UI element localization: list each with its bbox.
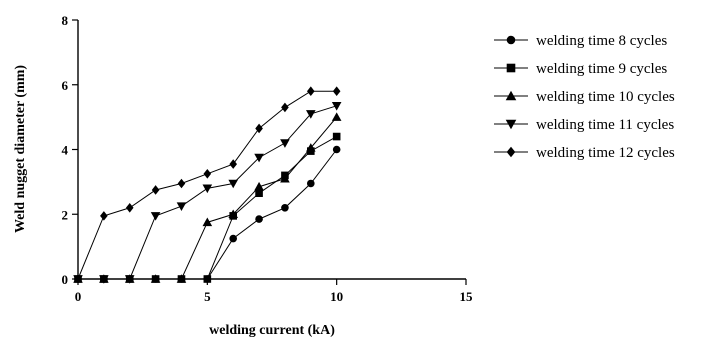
data-point bbox=[306, 110, 316, 119]
legend-marker bbox=[506, 63, 516, 73]
legend-item: welding time 12 cycles bbox=[494, 145, 675, 161]
x-axis-title: welding current (kA) bbox=[209, 323, 335, 337]
x-tick-label: 15 bbox=[460, 289, 474, 304]
data-point bbox=[228, 209, 238, 219]
data-point bbox=[281, 102, 289, 113]
data-point bbox=[307, 86, 315, 97]
data-point bbox=[229, 234, 237, 243]
legend-label: welding time 8 cycles bbox=[536, 33, 667, 49]
series-line bbox=[78, 116, 338, 280]
legend-item: welding time 11 cycles bbox=[494, 117, 674, 133]
data-point bbox=[202, 184, 213, 194]
data-point bbox=[255, 123, 263, 134]
data-point bbox=[99, 275, 109, 284]
series-2 bbox=[74, 132, 341, 283]
data-point bbox=[307, 179, 315, 188]
axes bbox=[77, 20, 466, 280]
legend-item: welding time 10 cycles bbox=[494, 89, 675, 105]
y-tick-label: 8 bbox=[62, 13, 69, 28]
data-point bbox=[254, 181, 264, 191]
y-tick-label: 0 bbox=[62, 272, 69, 287]
data-point bbox=[228, 179, 238, 189]
data-point bbox=[280, 139, 290, 148]
legend-label: welding time 12 cycles bbox=[536, 145, 675, 161]
data-point bbox=[150, 274, 161, 283]
data-point bbox=[74, 274, 82, 284]
legend-marker bbox=[506, 146, 516, 158]
data-point bbox=[202, 217, 213, 227]
legend-label: welding time 10 cycles bbox=[536, 89, 675, 105]
y-tick-label: 4 bbox=[62, 143, 69, 158]
x-tick-label: 10 bbox=[330, 289, 343, 304]
data-point bbox=[254, 153, 264, 163]
data-point bbox=[100, 211, 108, 221]
legend-item: welding time 8 cycles bbox=[494, 33, 667, 49]
data-point bbox=[331, 112, 342, 121]
data-point bbox=[255, 215, 263, 223]
legend-marker bbox=[506, 35, 516, 45]
y-tick-label: 2 bbox=[62, 207, 69, 222]
data-point bbox=[332, 132, 341, 141]
data-point bbox=[124, 275, 135, 284]
y-tick-label: 6 bbox=[62, 78, 69, 93]
series-layer bbox=[73, 86, 342, 284]
data-point bbox=[281, 203, 289, 212]
y-axis-title: Weld nugget diameter (mm) bbox=[13, 65, 28, 233]
series-1 bbox=[74, 145, 341, 283]
data-point bbox=[331, 101, 342, 111]
data-point bbox=[203, 275, 212, 283]
legend: welding time 8 cycles welding time 9 cycl… bbox=[494, 33, 675, 161]
legend-label: welding time 9 cycles bbox=[536, 61, 667, 77]
ticks: 0 5 10 15 0 2 4 6 8 bbox=[62, 13, 474, 304]
data-point bbox=[229, 159, 237, 169]
series-5 bbox=[74, 86, 341, 284]
legend-label: welding time 11 cycles bbox=[536, 117, 674, 133]
series-3 bbox=[73, 112, 342, 283]
legend-marker bbox=[505, 119, 517, 130]
legend-item: welding time 9 cycles bbox=[494, 61, 667, 77]
data-point bbox=[176, 202, 187, 211]
series-line bbox=[78, 136, 337, 280]
series-line bbox=[78, 149, 338, 280]
data-point bbox=[332, 86, 341, 97]
data-point bbox=[151, 185, 160, 195]
data-point bbox=[176, 274, 187, 283]
data-point bbox=[332, 145, 341, 154]
data-point bbox=[150, 212, 161, 221]
data-point bbox=[177, 178, 186, 189]
legend-marker bbox=[505, 90, 517, 101]
data-point bbox=[280, 173, 290, 183]
data-point bbox=[203, 168, 212, 179]
data-point bbox=[255, 189, 263, 198]
x-tick-label: 5 bbox=[204, 289, 211, 304]
data-point bbox=[306, 143, 316, 152]
data-point bbox=[125, 202, 134, 213]
x-tick-label: 0 bbox=[75, 289, 82, 304]
